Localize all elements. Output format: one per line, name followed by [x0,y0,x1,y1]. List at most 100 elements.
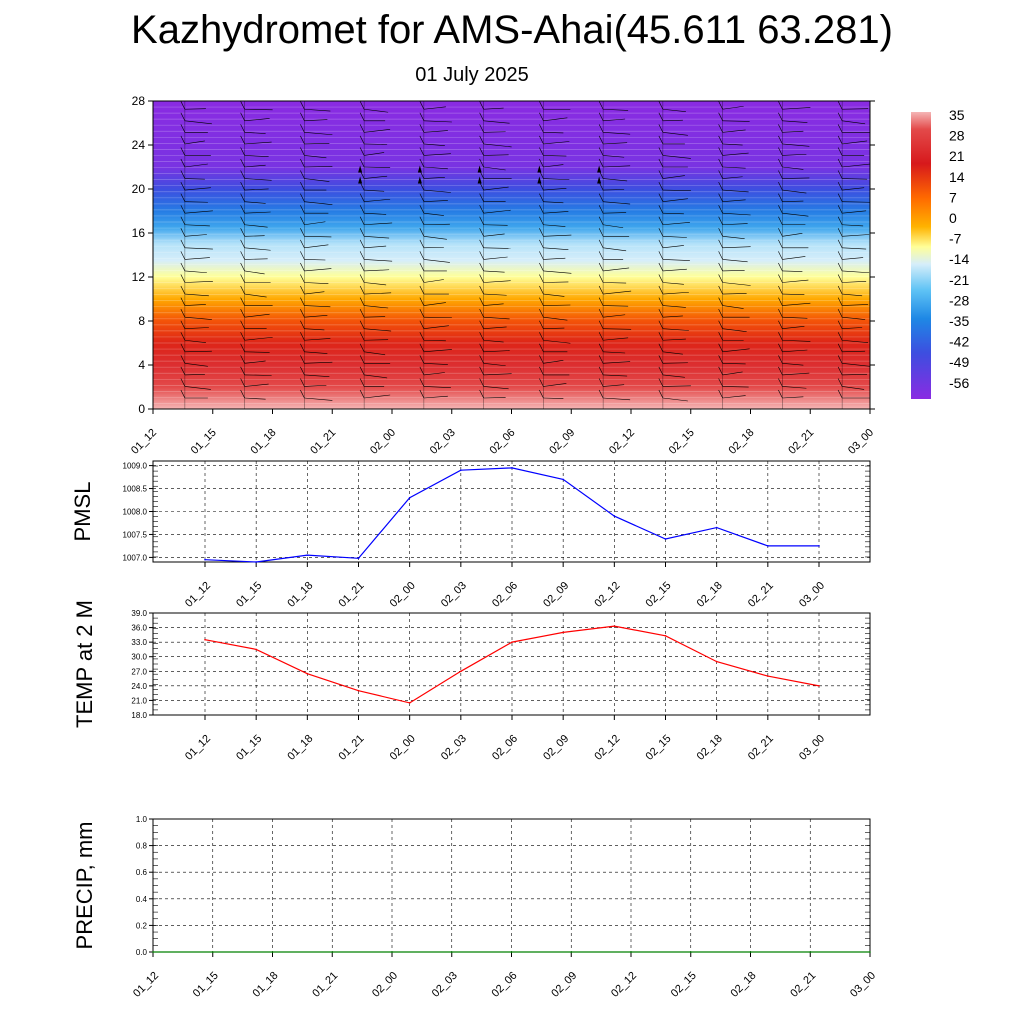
wind-barb [244,164,266,168]
wind-barb-tick [180,205,186,214]
wind-barb [782,339,811,342]
wind-barb [782,270,803,272]
wind-barb-tick [658,112,664,121]
wind-barb [662,222,690,226]
wind-barb-tick [718,112,723,121]
wind-barb-tick [240,251,245,260]
wind-barb [423,143,445,146]
wind-barb-tick [598,158,604,168]
wind-barb-tick [598,135,604,145]
wind-barb [184,234,207,237]
ytick-label: 33.0 [131,638,147,647]
wind-barb [722,328,747,332]
xtick-label: 02_09 [541,733,571,763]
data-point [460,670,462,673]
wind-barb [603,247,627,252]
wind-barb-tick [778,239,783,248]
xtick-label: 02_03 [430,970,460,1000]
panel-frame [152,460,871,563]
wind-barb [184,247,213,250]
wind-barb [244,178,272,181]
wind-barb [244,293,267,298]
wind-barb-tick [359,251,365,260]
wind-barb [483,143,512,148]
wind-barb [603,282,627,284]
wind-pennant [537,176,542,184]
wind-barb [184,120,212,125]
wind-barb-tick [718,309,723,318]
wind-barb [603,108,629,111]
wind-pennant [477,165,482,173]
wind-barb-tick [180,251,186,260]
data-point [613,515,616,517]
wind-barb [722,259,748,263]
wind-barb [423,386,451,388]
colorbar-label: -49 [949,354,969,370]
wind-barb [304,351,328,354]
wind-barb-tick [658,158,664,168]
data-point [767,675,769,677]
xtick-label: 02_06 [490,970,520,1000]
wind-barb-tick [837,181,843,191]
wind-barb-tick [359,378,365,387]
precip-panel: 0.0 0.2 0.4 0.6 0.8 1.0 01_12 01_15 01_18 01_21 02… [72,815,878,1000]
wind-pennant [417,176,422,184]
wind-barb-tick [598,205,604,214]
wind-barb-tick [300,193,305,202]
wind-barb [543,304,571,306]
wind-barb-tick [837,251,843,260]
wind-barb-tick [180,297,186,306]
wind-barb-tick [539,389,544,399]
wind-barb [364,292,392,295]
wind-barb [184,108,206,110]
data-point [767,545,769,547]
wind-barb [842,316,866,320]
wind-barb [543,201,564,204]
wind-barb [722,236,745,239]
ytick-label: 18.0 [131,711,147,720]
wind-barb-tick [658,262,664,272]
wind-barb-tick [539,193,544,202]
wind-barb [304,236,332,238]
wind-barb-tick [539,228,544,237]
wind-barb [244,313,270,318]
wind-barb-tick [598,147,604,156]
wind-barb-tick [240,309,245,318]
wind-barb [782,120,808,123]
wind-barb [603,305,629,307]
wind-barb [304,291,325,295]
wind-barb-tick [300,251,305,260]
wind-barb [842,163,870,168]
wind-barb [364,175,388,179]
wind-barb-tick [359,297,365,306]
data-point [211,951,214,953]
wind-barb [782,189,807,194]
wind-barb-tick [598,228,604,237]
wind-barb-tick [240,274,245,283]
y-axis-title: PRECIP, mm [72,822,97,950]
wind-barb [244,132,266,134]
wind-barb [244,258,268,260]
wind-barb [842,108,869,110]
wind-barb-tick [539,297,544,306]
wind-barb [364,259,393,262]
xtick-label: 02_15 [644,733,674,763]
wind-barb [304,384,327,387]
heat-xtick-label: 01_21 [308,427,338,457]
wind-barb-tick [240,216,245,225]
wind-barb [423,106,446,110]
wind-barb-tick [778,101,783,110]
wind-barb-tick [718,332,723,341]
wind-barb-tick [658,193,664,202]
wind-barb [662,245,684,249]
wind-barb-tick [300,343,305,352]
wind-barb-tick [359,274,365,283]
wind-barb-tick [718,366,723,376]
wind-barb-tick [778,135,783,145]
wind-barb [364,166,391,168]
wind-barb-tick [598,216,604,225]
wind-barb-tick [479,193,484,202]
wind-barb-tick [359,158,365,168]
wind-barb [842,339,869,343]
wind-barb [722,120,750,122]
